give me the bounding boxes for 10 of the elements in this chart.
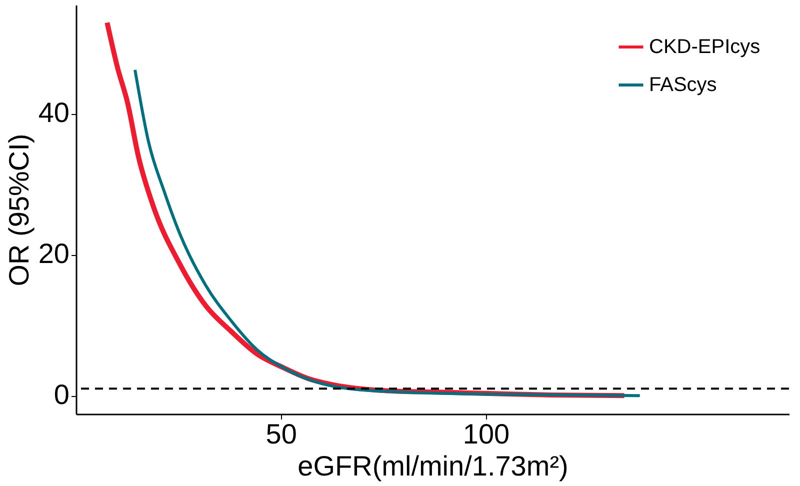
y-tick-label: 0 (54, 379, 70, 410)
x-tick-label: 50 (266, 418, 297, 450)
x-axis-title: eGFR(ml/min/1.73m²) (298, 450, 568, 482)
y-tick-label: 20 (38, 238, 70, 270)
y-tick-label: 40 (38, 97, 70, 128)
legend-label: CKD-EPIcys (649, 36, 760, 58)
x-tick-label: 100 (462, 418, 510, 450)
line-series (134, 68, 642, 398)
y-axis-title: OR (95%CI) (3, 134, 34, 286)
legend-label: FAScys (649, 74, 717, 96)
